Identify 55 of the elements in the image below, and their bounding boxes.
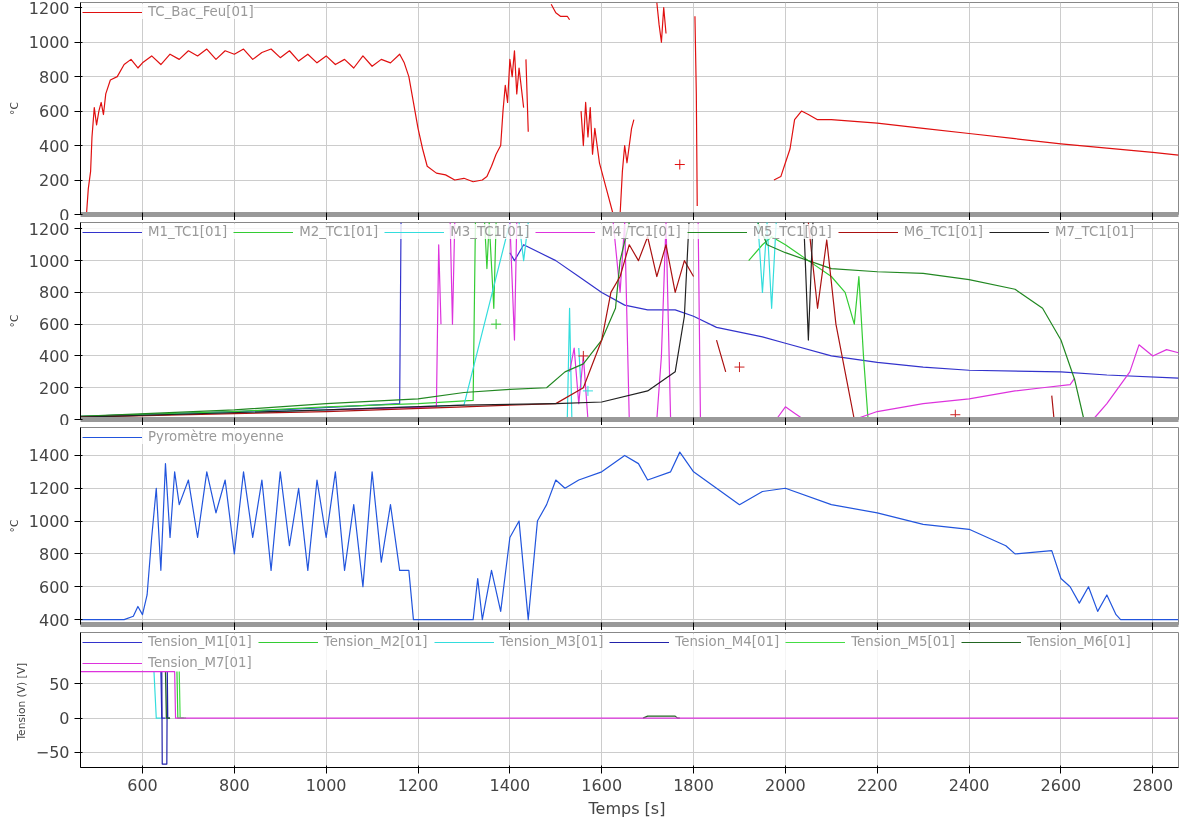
y-tick-label: 50 — [49, 674, 70, 694]
y-tick-label: 600 — [38, 102, 70, 122]
legend-label: Tension_M3[01] — [499, 634, 604, 649]
legend-label: Tension_M5[01] — [851, 634, 955, 649]
x-tick-label: 1800 — [673, 775, 714, 795]
x-tick-label: 1600 — [581, 775, 623, 795]
y-tick-label: 0 — [59, 709, 70, 729]
legend-label: Tension_M1[01] — [148, 634, 252, 649]
y-tick-label: 1200 — [28, 0, 70, 18]
legend-label: Tension_M6[01] — [1026, 634, 1131, 649]
legend-label: TC_Bac_Feu[01] — [148, 4, 254, 19]
y-axis-title: °C — [7, 314, 21, 328]
legend-label: M3_TC1[01] — [450, 224, 530, 239]
x-tick-label: 600 — [127, 775, 158, 795]
y-axis-title: Tension (V) [V] — [14, 662, 28, 742]
x-tick-label: 2800 — [1132, 775, 1174, 795]
y-tick-label: 800 — [38, 67, 70, 87]
y-tick-label: 1200 — [28, 479, 70, 499]
y-tick-label: 600 — [38, 315, 70, 335]
legend-label: M4_TC1[01] — [601, 224, 681, 239]
y-tick-label: 400 — [38, 610, 70, 630]
legend-label: M5_TC1[01] — [752, 224, 832, 239]
legend-label: Tension_M7[01] — [148, 655, 252, 670]
y-tick-label: 0 — [59, 410, 70, 430]
legend-label: M2_TC1[01] — [299, 224, 379, 239]
x-axis-title: Temps [s] — [587, 798, 666, 818]
y-tick-label: 1000 — [28, 512, 70, 532]
y-tick-label: 1400 — [28, 446, 70, 466]
x-tick-label: 1200 — [397, 775, 439, 795]
legend-label: M6_TC1[01] — [903, 224, 983, 239]
y-tick-label: 600 — [38, 577, 70, 597]
x-tick-label: 2000 — [765, 775, 806, 795]
y-tick-label: 1000 — [28, 33, 70, 53]
y-tick-label: −50 — [35, 743, 70, 763]
legend-label: Tension_M4[01] — [675, 634, 780, 649]
x-tick-label: 2400 — [948, 775, 990, 795]
y-tick-label: 1000 — [28, 251, 70, 271]
y-tick-label: 400 — [38, 136, 70, 156]
x-tick-label: 800 — [219, 775, 250, 795]
legend-label: Tension_M2[01] — [323, 634, 428, 649]
x-tick-label: 2200 — [856, 775, 898, 795]
y-tick-label: 1200 — [28, 219, 70, 239]
y-tick-label: 800 — [38, 283, 70, 303]
legend-label: M1_TC1[01] — [148, 224, 228, 239]
y-axis-title: °C — [7, 519, 21, 533]
y-tick-label: 400 — [38, 346, 70, 366]
y-tick-label: 200 — [38, 171, 70, 191]
x-tick-label: 2600 — [1040, 775, 1082, 795]
legend-label: M7_TC1[01] — [1054, 224, 1135, 239]
y-tick-label: 800 — [38, 544, 70, 564]
y-axis-title: °C — [7, 102, 21, 115]
x-tick-label: 1000 — [305, 775, 347, 795]
legend-label: Pyromètre moyenne — [148, 429, 284, 444]
x-tick-label: 1400 — [489, 775, 531, 795]
y-tick-label: 200 — [38, 378, 70, 398]
